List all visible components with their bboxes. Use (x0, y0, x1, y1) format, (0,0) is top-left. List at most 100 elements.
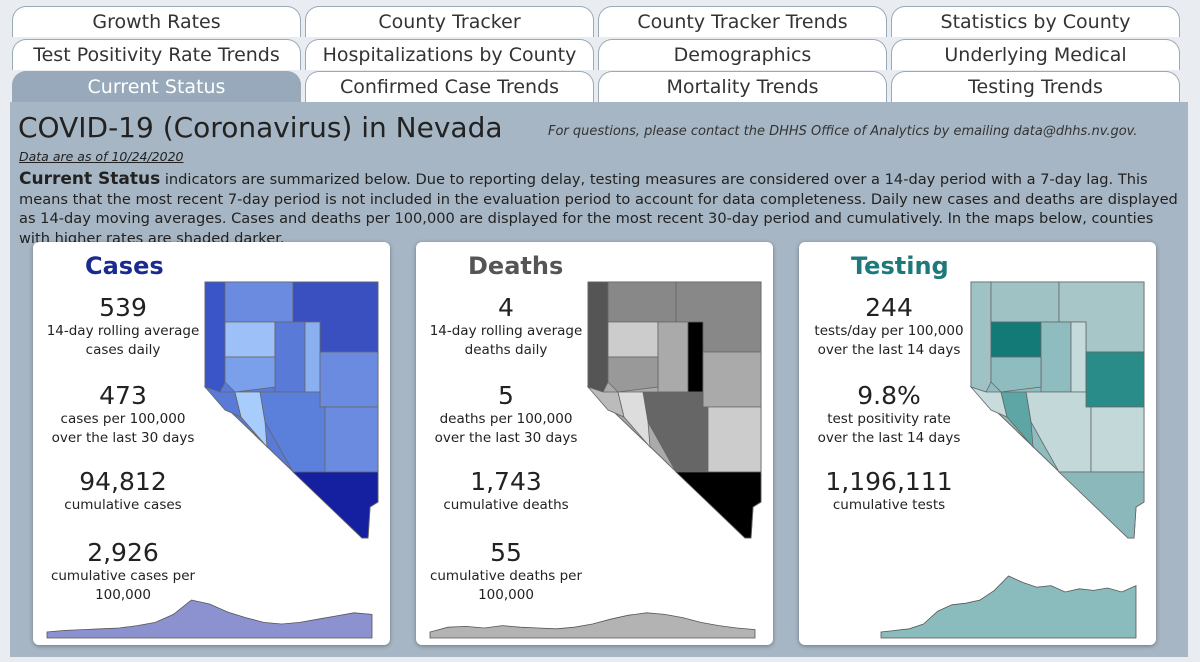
trend-sparkline (429, 612, 756, 639)
tab[interactable]: Test Positivity Rate Trends (12, 39, 301, 70)
metric-value: 4 (498, 293, 514, 322)
tab[interactable]: Growth Rates (12, 6, 301, 37)
card-title: Deaths (468, 252, 564, 280)
metric-card: Testing 244 tests/day per 100,000 over the … (799, 242, 1156, 645)
metric-label: 100,000 (478, 587, 534, 603)
metric-value: 55 (490, 538, 522, 567)
metric-card: Deaths 4 14-day rolling average deaths dail… (416, 242, 773, 645)
tab[interactable]: County Tracker (305, 6, 594, 37)
map-group (969, 281, 1145, 539)
metric-label: over the last 14 days (817, 342, 961, 358)
metric-value: 5 (498, 381, 514, 410)
tab[interactable]: Statistics by County (891, 6, 1180, 37)
trend-sparkline (880, 575, 1137, 639)
metric-label: cases daily (85, 342, 161, 358)
county (990, 356, 1042, 393)
intro-lead: Current Status (19, 169, 161, 189)
county (1090, 406, 1145, 473)
county (1058, 471, 1145, 539)
metric-value: 1,196,111 (825, 467, 953, 496)
metric: 4 14-day rolling average deaths daily (416, 294, 596, 360)
county (657, 321, 689, 393)
metric-value: 539 (99, 293, 147, 322)
metric-card: Cases 539 14-day rolling average cases dail… (33, 242, 390, 645)
page-title: COVID-19 (Coronavirus) in Nevada (18, 111, 503, 144)
metric-label: deaths daily (464, 342, 548, 358)
metric-value: 473 (99, 381, 147, 410)
metric: 539 14-day rolling average cases daily (33, 294, 213, 360)
metric-value: 1,743 (470, 467, 542, 496)
metric-label: over the last 30 days (51, 430, 195, 446)
county (990, 321, 1042, 358)
county (607, 281, 677, 323)
metric-value: 244 (865, 293, 913, 322)
map-group (586, 281, 762, 539)
county (1040, 321, 1072, 393)
card-title: Testing (851, 252, 949, 280)
metric-label: cumulative cases per (50, 568, 196, 584)
metric-label: 14-day rolling average (46, 323, 200, 339)
county (675, 281, 762, 353)
county (224, 281, 294, 323)
county (617, 391, 651, 449)
state-outline (204, 281, 379, 539)
county (702, 351, 762, 408)
tab[interactable]: Hospitalizations by County (305, 39, 594, 70)
tab[interactable]: Confirmed Case Trends (305, 71, 594, 102)
metric-value: 2,926 (87, 538, 159, 567)
tab[interactable]: Mortality Trends (598, 71, 887, 102)
metric-label: over the last 30 days (434, 430, 578, 446)
tab[interactable]: Underlying Medical Conditions (891, 39, 1180, 97)
state-outline (970, 281, 1145, 539)
county (1070, 321, 1087, 393)
county (304, 321, 321, 393)
metric-value: 9.8% (857, 381, 921, 410)
metric-label: cumulative deaths per (429, 568, 583, 584)
county (675, 471, 762, 539)
county (642, 391, 709, 473)
county (1000, 391, 1034, 449)
metric: 473 cases per 100,000 over the last 30 day… (33, 382, 213, 448)
county (319, 351, 379, 408)
map-group (203, 281, 379, 539)
metric: 9.8% test positivity rate over the last 14… (799, 382, 979, 448)
metric-label: cumulative tests (832, 497, 946, 513)
tab[interactable]: Current Status (12, 71, 301, 102)
metric: 244 tests/day per 100,000 over the last 14… (799, 294, 979, 360)
metric-label: over the last 14 days (817, 430, 961, 446)
metric-value: 94,812 (79, 467, 167, 496)
metric: 2,926 cumulative cases per 100,000 (33, 539, 213, 605)
county (224, 321, 276, 358)
county (292, 281, 379, 353)
county (1058, 281, 1145, 353)
metric: 5 deaths per 100,000 over the last 30 days (416, 382, 596, 448)
county (707, 406, 762, 473)
metric-label: cumulative cases (64, 497, 182, 513)
tab[interactable]: Testing Trends (891, 71, 1180, 102)
county (990, 281, 1060, 323)
state-outline (587, 281, 762, 539)
county (607, 321, 659, 358)
tab[interactable]: Demographics (598, 39, 887, 70)
county (1025, 391, 1092, 473)
county (607, 356, 659, 393)
metric: 1,196,111 cumulative tests (799, 468, 979, 515)
intro: Current Status indicators are summarized… (19, 169, 1179, 248)
county (687, 321, 704, 393)
data-date: Data are as of 10/24/2020 (19, 149, 184, 164)
metric: 94,812 cumulative cases (33, 468, 213, 515)
metric-label: tests/day per 100,000 (814, 323, 964, 339)
contact-note: For questions, please contact the DHHS O… (548, 124, 1138, 139)
card-title: Cases (85, 252, 164, 280)
county (1085, 351, 1145, 408)
tab[interactable]: County Tracker Trends (598, 6, 887, 37)
county (224, 356, 276, 393)
metric: 55 cumulative deaths per 100,000 (416, 539, 596, 605)
metric-label: cumulative deaths (443, 497, 569, 513)
county (234, 391, 268, 449)
county (324, 406, 379, 473)
metric-label: 100,000 (95, 587, 151, 603)
trend-sparkline (46, 599, 373, 639)
county (292, 471, 379, 539)
